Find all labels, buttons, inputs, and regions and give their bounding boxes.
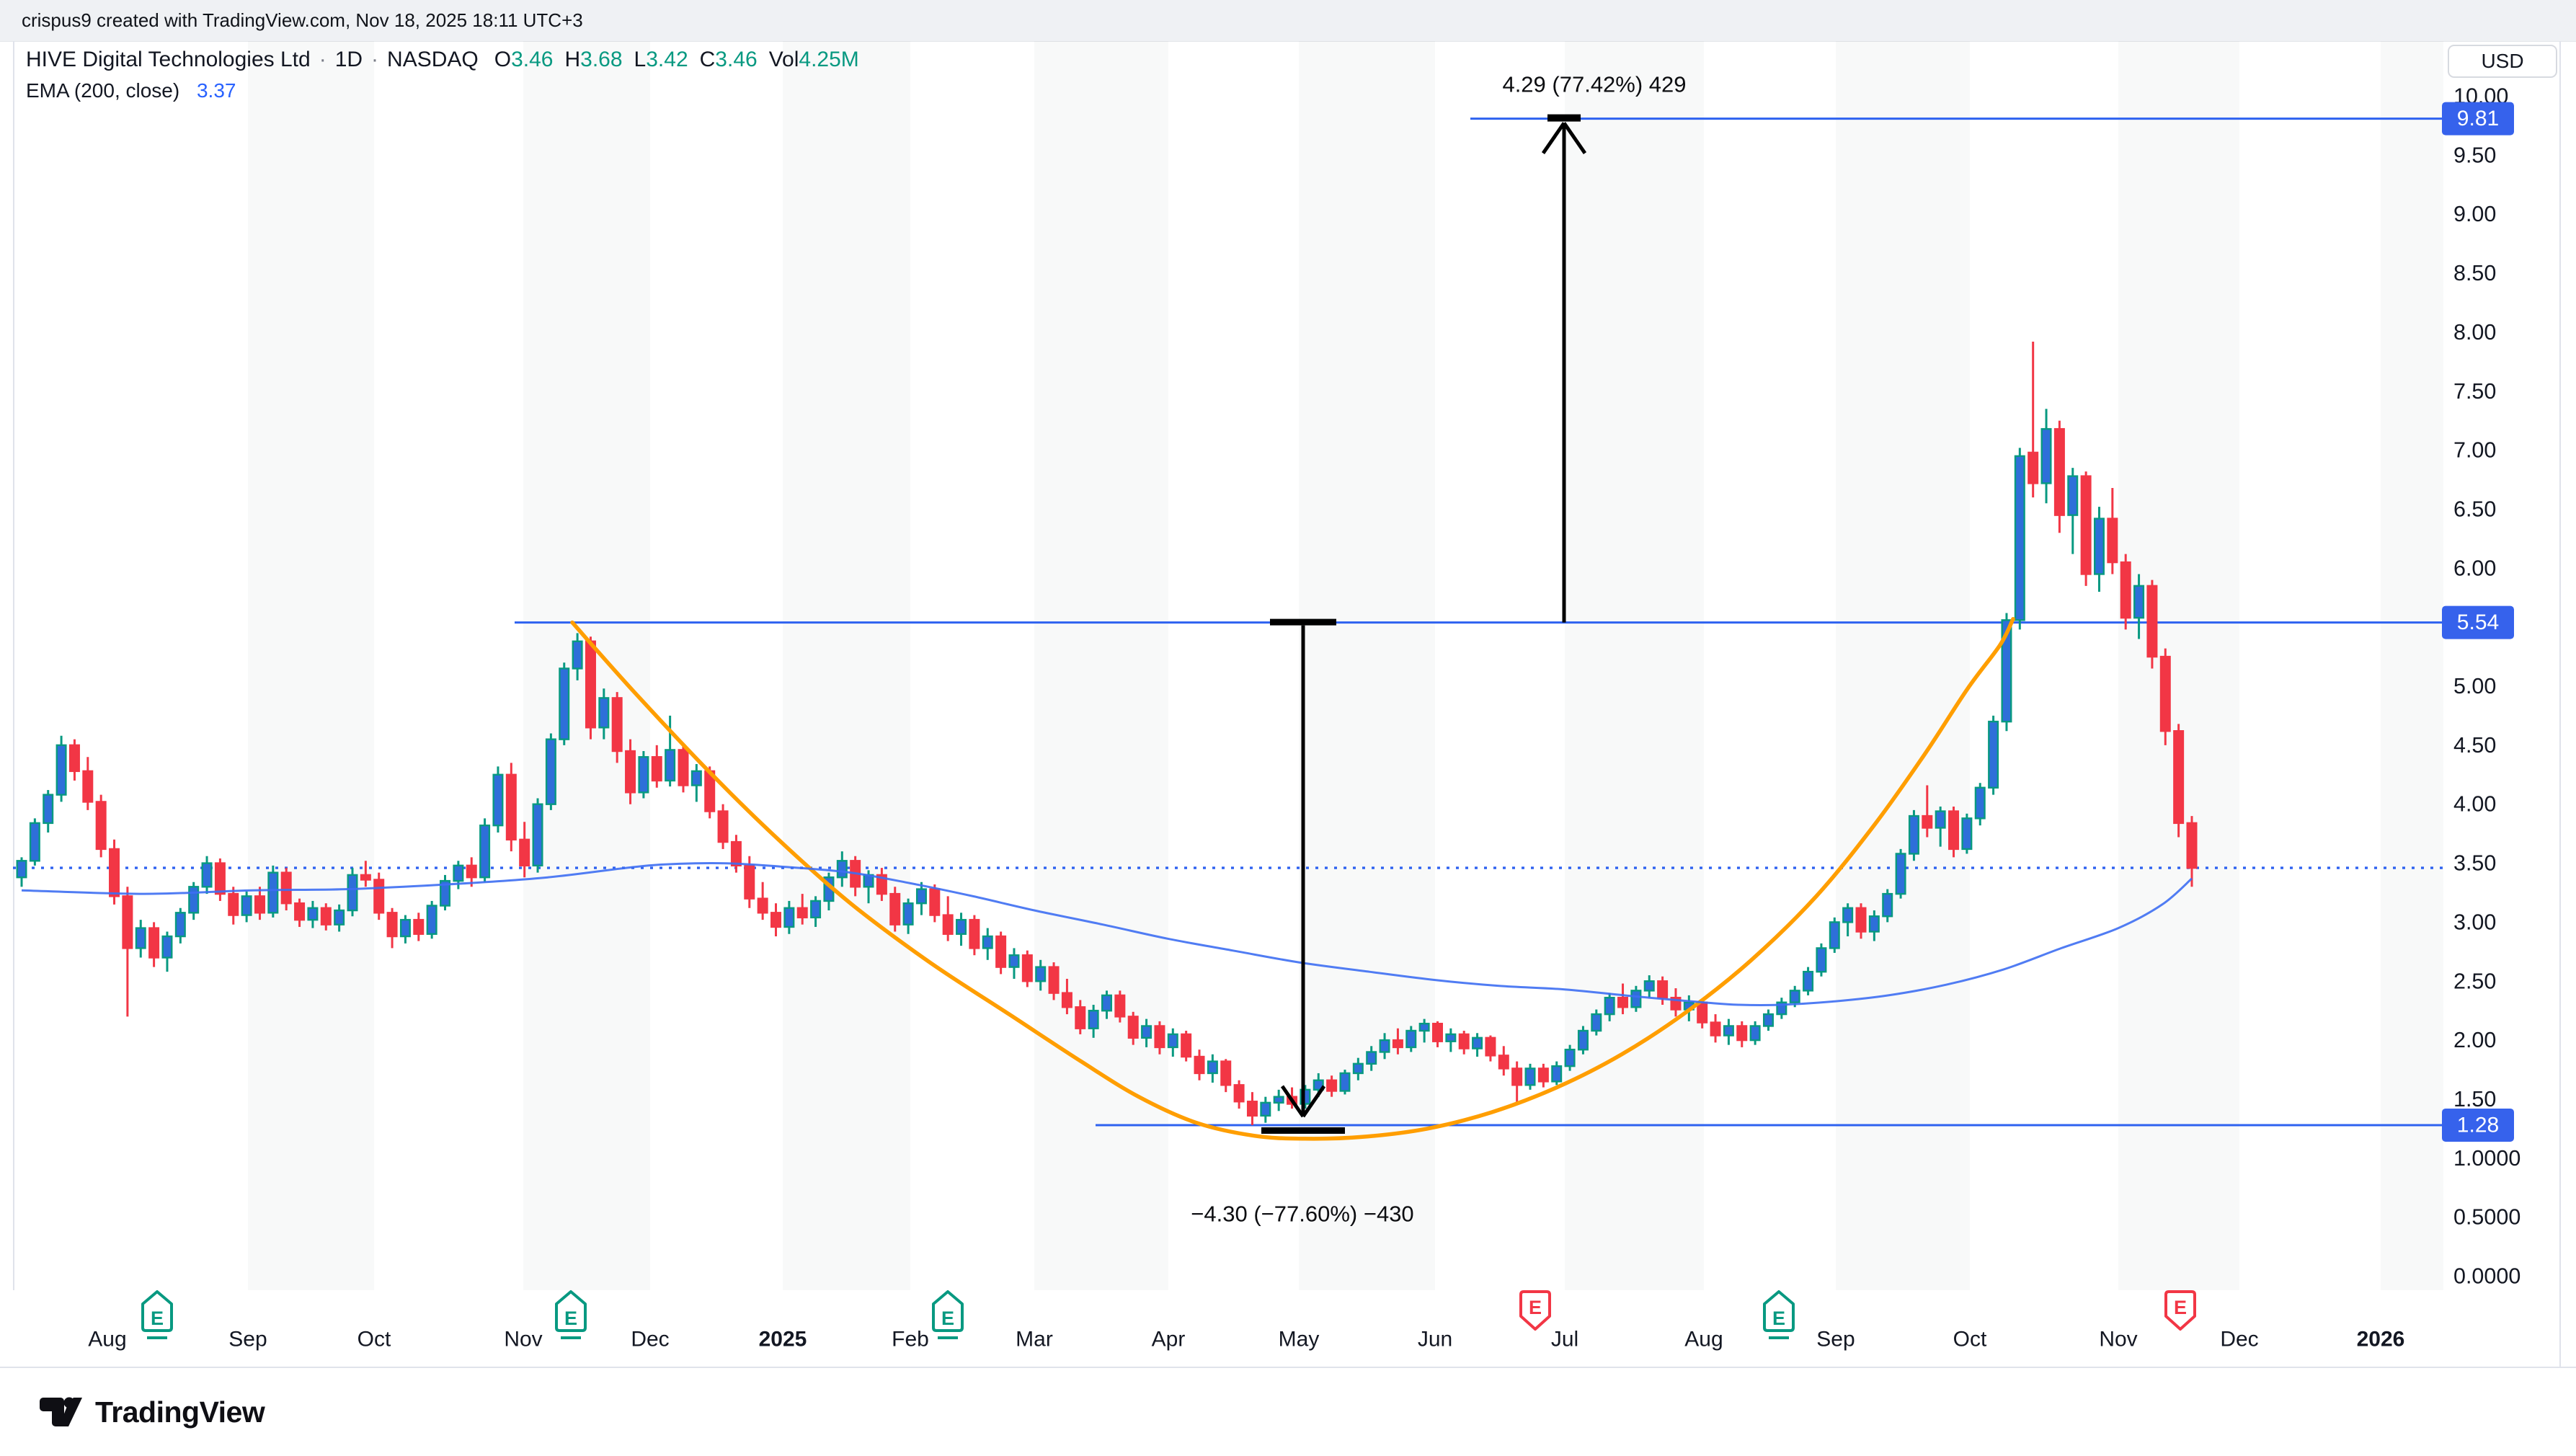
price-tick-label: 1.50 — [2453, 1087, 2496, 1111]
time-tick-label: 2025 — [759, 1328, 807, 1351]
price-tick-label: 9.00 — [2453, 202, 2496, 226]
price-tick-label: 7.50 — [2453, 379, 2496, 404]
price-tick-label: 0.5000 — [2453, 1205, 2521, 1230]
time-tick-label: Jun — [1418, 1328, 1452, 1351]
indicator-value: 3.37 — [196, 79, 236, 102]
price-tick-label: 2.50 — [2453, 969, 2496, 993]
time-tick-label: Jul — [1551, 1328, 1578, 1351]
price-tick-label: 6.00 — [2453, 556, 2496, 580]
separator-dot: · — [319, 48, 327, 71]
price-tick-label: 7.00 — [2453, 438, 2496, 463]
currency-toggle-button[interactable]: USD — [2448, 45, 2557, 78]
price-tick-label: 2.00 — [2453, 1028, 2496, 1052]
pane-borders — [0, 41, 2576, 1368]
price-level-badge: 1.28 — [2442, 1108, 2514, 1142]
time-axis[interactable]: Aug Sep Oct Nov Dec 2025 Feb Mar Apr May Jun Jul Aug… — [88, 1328, 2404, 1351]
attribution-bar: crispus9 created with TradingView.com, N… — [0, 0, 2576, 42]
time-tick-label: Feb — [892, 1328, 929, 1351]
price-tick-label: 4.50 — [2453, 733, 2496, 758]
time-tick-label: Aug — [88, 1328, 126, 1351]
time-tick-label: Nov — [2099, 1328, 2137, 1351]
time-tick-label: Dec — [2220, 1328, 2258, 1351]
time-tick-label: Sep — [228, 1328, 267, 1351]
svg-text:5.54: 5.54 — [2457, 611, 2499, 634]
price-axis[interactable]: 10.009.509.008.508.007.507.006.506.005.0… — [2442, 84, 2521, 1289]
symbol-row[interactable]: HIVE Digital Technologies Ltd · 1D · NAS… — [26, 48, 871, 72]
range-annotation-text[interactable]: −4.30 (−77.60%) −430 — [1191, 1202, 1413, 1227]
svg-text:9.81: 9.81 — [2457, 107, 2499, 130]
range-annotation-text[interactable]: 4.29 (77.42%) 429 — [1502, 72, 1686, 97]
ema-line — [21, 862, 2193, 1006]
exchange-label: NASDAQ — [387, 48, 479, 71]
price-tick-label: 0.0000 — [2453, 1264, 2521, 1289]
curve-drawing[interactable] — [570, 616, 2015, 1141]
ohlc-item: C3.46 — [699, 48, 758, 71]
time-tick-label: Oct — [357, 1328, 391, 1351]
volume-item: Vol4.25M — [768, 48, 859, 71]
price-tick-label: 3.50 — [2453, 851, 2496, 876]
price-tick-label: 5.00 — [2453, 674, 2496, 698]
svg-text:E: E — [2174, 1297, 2187, 1318]
time-tick-label: Dec — [631, 1328, 669, 1351]
price-tick-label: 6.50 — [2453, 497, 2496, 521]
price-tick-label: 8.50 — [2453, 261, 2496, 285]
time-tick-label: Mar — [1016, 1328, 1053, 1351]
ohlc-values: O3.46 H3.68 L3.42 C3.46 Vol4.25M — [494, 48, 871, 72]
price-tick-label: 4.00 — [2453, 792, 2496, 817]
separator-dot: · — [371, 48, 379, 71]
time-tick-label: Aug — [1684, 1328, 1723, 1351]
indicator-row[interactable]: EMA (200, close) 3.37 — [26, 79, 871, 102]
price-level-badge: 5.54 — [2442, 605, 2514, 639]
logo-bar: TradingView — [0, 1368, 2576, 1456]
earnings-beat-icon[interactable]: E — [932, 1290, 964, 1339]
month-bands — [248, 41, 2443, 1290]
interval-label: 1D — [334, 48, 363, 71]
time-tick-label: May — [1279, 1328, 1320, 1351]
price-tick-label: 3.00 — [2453, 910, 2496, 934]
indicator-name: EMA (200, close) — [26, 79, 180, 102]
symbol-title: HIVE Digital Technologies Ltd — [26, 48, 311, 71]
price-tick-label: 1.0000 — [2453, 1146, 2521, 1171]
svg-text:E: E — [1529, 1297, 1542, 1318]
arrow-drawings[interactable] — [1261, 114, 1587, 1134]
price-level-badge: 9.81 — [2442, 102, 2514, 136]
svg-text:1.28: 1.28 — [2457, 1113, 2499, 1137]
ohlc-item: O3.46 — [494, 48, 554, 71]
time-tick-label: Apr — [1152, 1328, 1186, 1351]
tradingview-logo-text[interactable]: TradingView — [95, 1395, 265, 1429]
attribution-text: crispus9 created with TradingView.com, N… — [22, 9, 583, 31]
svg-text:E: E — [1772, 1308, 1785, 1329]
earnings-miss-icon[interactable]: E — [1519, 1290, 1551, 1331]
symbol-legend: HIVE Digital Technologies Ltd · 1D · NAS… — [26, 48, 871, 102]
earnings-beat-icon[interactable]: E — [141, 1290, 173, 1339]
svg-text:E: E — [941, 1308, 954, 1329]
ohlc-item: L3.42 — [634, 48, 688, 71]
time-tick-label: 2026 — [2357, 1328, 2405, 1351]
time-tick-label: Sep — [1816, 1328, 1855, 1351]
svg-text:E: E — [151, 1308, 164, 1329]
earnings-beat-icon[interactable]: E — [555, 1290, 587, 1339]
tradingview-mark-icon[interactable] — [37, 1389, 84, 1435]
price-tick-label: 9.50 — [2453, 143, 2496, 167]
time-tick-label: Nov — [504, 1328, 542, 1351]
svg-text:E: E — [564, 1308, 577, 1329]
ohlc-item: H3.68 — [564, 48, 623, 71]
earnings-miss-icon[interactable]: E — [2164, 1290, 2196, 1331]
time-tick-label: Oct — [1953, 1328, 1987, 1351]
earnings-beat-icon[interactable]: E — [1763, 1290, 1795, 1339]
price-tick-label: 8.00 — [2453, 320, 2496, 345]
horizontal-line-drawings[interactable] — [515, 117, 2443, 1127]
